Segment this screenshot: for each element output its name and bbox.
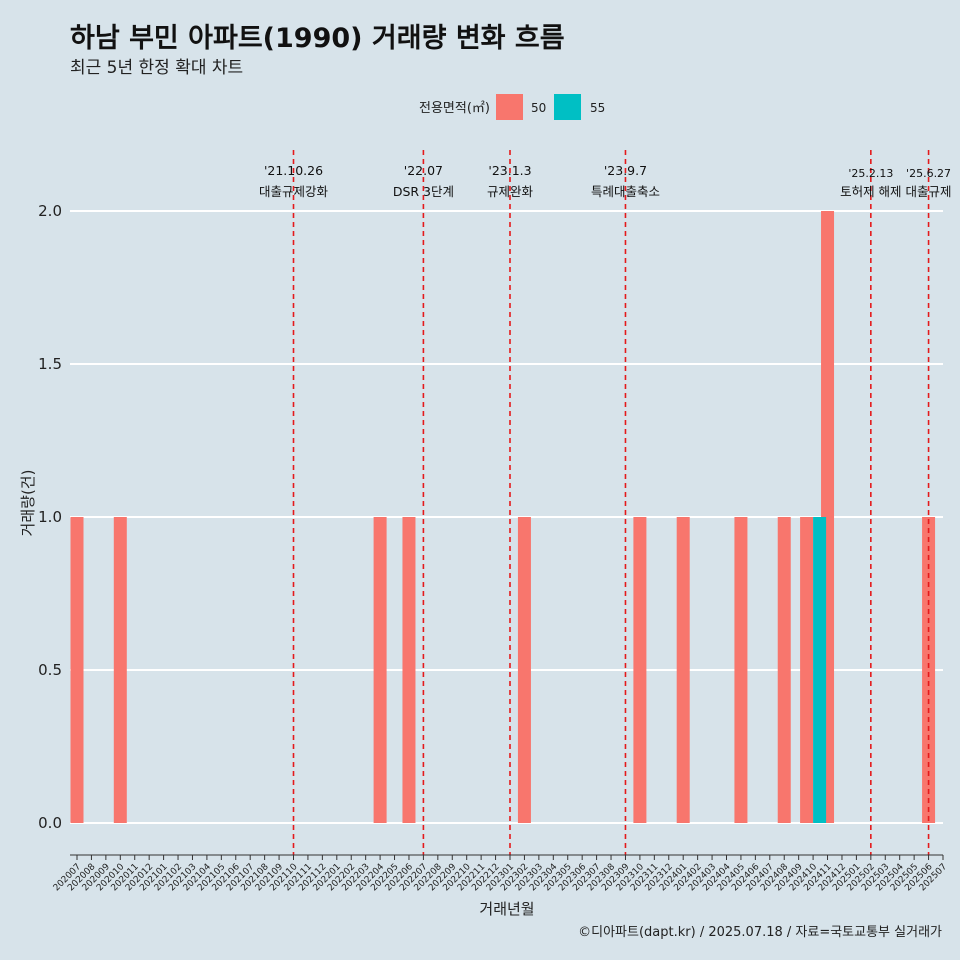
annotation-date: '23.1.3 [488, 163, 531, 178]
bar-50-202010 [113, 517, 127, 823]
annotation-date: '25.6.27 [906, 167, 951, 180]
legend-key-50 [496, 94, 523, 120]
annotation-label: 대출규제 [906, 184, 952, 199]
annotations: '21.10.26 대출규제강화 '22.07 DSR 3단계 '23.1.3 규제완화 '… [259, 150, 952, 855]
y-tick-label: 1.0 [38, 508, 62, 526]
bar-50-202410 [800, 517, 814, 823]
chart-title: 하남 부민 아파트(1990) 거래량 변화 흐름 [70, 23, 565, 54]
annotation-date: '22.07 [404, 163, 443, 178]
annotation-date: '23.9.7 [604, 163, 647, 178]
legend-label-55: 55 [590, 101, 605, 115]
y-axis-ticks: 0.0 0.5 1.0 1.5 2.0 [38, 202, 62, 832]
annotation-label: 특례대출축소 [591, 184, 660, 199]
annotation-label: 규제완화 [487, 184, 534, 199]
chart-subtitle: 최근 5년 한정 확대 차트 [70, 58, 244, 78]
bar-50-202506 [922, 517, 936, 823]
gridlines [70, 210, 943, 824]
legend-key-55 [554, 94, 581, 120]
bar-50-202007 [70, 517, 84, 823]
legend-label-50: 50 [531, 101, 546, 115]
bar-50-202302 [517, 517, 531, 823]
annotation-label: 토허제 해제 [840, 184, 901, 199]
chart-caption: ©디아파트(dapt.kr) / 2025.07.18 / 자료=국토교통부 실… [578, 925, 942, 940]
bar-50-202310 [633, 517, 647, 823]
bar-50-202206 [402, 517, 416, 823]
annotation-date: '21.10.26 [264, 163, 323, 178]
y-tick-label: 2.0 [38, 202, 62, 220]
y-tick-label: 0.0 [38, 814, 62, 832]
annotation-label: DSR 3단계 [393, 184, 454, 199]
bar-50-202401 [676, 517, 690, 823]
x-axis-label: 거래년월 [479, 900, 534, 918]
bars [70, 211, 936, 823]
bar-50-202405 [734, 517, 748, 823]
y-tick-label: 0.5 [38, 661, 62, 679]
x-axis: 2020072020082020092020102020112020122021… [52, 854, 949, 893]
y-axis-label: 거래량(건) [19, 470, 37, 537]
legend-title: 전용면적(㎡) [419, 101, 490, 116]
bar-50-202408 [777, 517, 791, 823]
legend: 전용면적(㎡) 50 55 [419, 94, 605, 120]
annotation-label: 대출규제강화 [259, 184, 329, 199]
bar-55-202410 [813, 517, 827, 823]
bar-50-202204 [373, 517, 387, 823]
y-tick-label: 1.5 [38, 355, 62, 373]
annotation-date: '25.2.13 [848, 167, 893, 180]
